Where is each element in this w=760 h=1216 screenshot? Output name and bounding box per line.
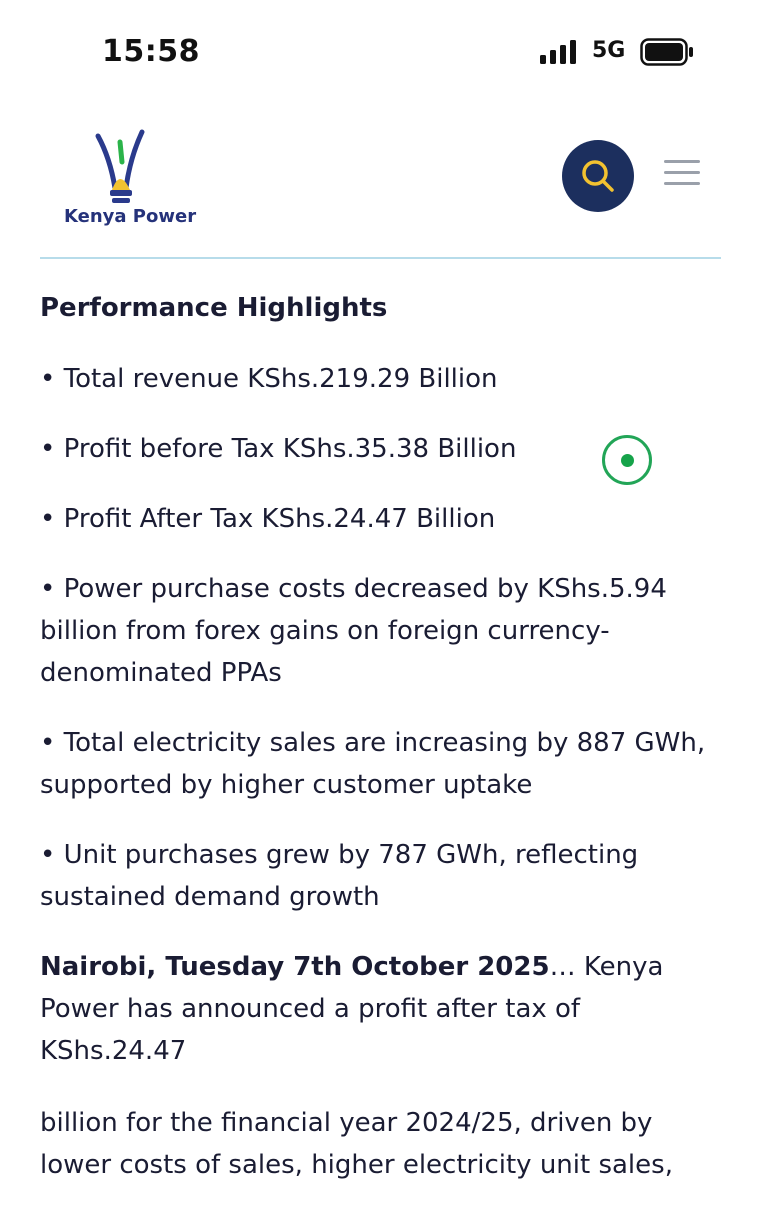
bullet-item: • Total electricity sales are increasing… [40,728,706,800]
bullet-item: • Total revenue KShs.219.29 Billion [40,364,498,394]
bullet-item: • Unit purchases grew by 787 GWh, reflec… [40,840,639,912]
status-bar: 15:58 5G [0,0,760,100]
screen-record-icon[interactable] [602,435,652,485]
status-time: 15:58 [102,34,200,69]
bullet-item: • Profit After Tax KShs.24.47 Billion [40,504,496,534]
record-dot [621,454,634,467]
dateline-text: … Kenya Power has announced a profit aft… [40,952,664,1066]
header-divider [40,257,721,259]
search-icon [582,160,614,192]
article-content: Performance Highlights • Total revenue K… [40,286,730,1216]
bullet-item: • Profit before Tax KShs.35.38 Billion [40,434,517,464]
logo-text: Kenya Power [64,206,197,227]
section-heading: Performance Highlights [40,293,388,323]
hamburger-menu-icon[interactable] [664,160,700,190]
dateline-paragraph: Nairobi, Tuesday 7th October 2025… Kenya… [40,946,730,1072]
battery-icon [640,38,693,66]
network-type: 5G [592,38,626,63]
body-paragraph: billion for the financial year 2024/25, … [40,1108,673,1180]
kenya-power-logo-icon[interactable] [60,128,182,230]
cellular-signal-icon [540,40,576,64]
bullet-item: • Power purchase costs decreased by KShs… [40,574,667,688]
dateline-bold: Nairobi, Tuesday 7th October 2025 [40,952,550,982]
menu-line [664,182,700,185]
search-button[interactable] [562,140,634,212]
menu-line [664,160,700,163]
menu-line [664,171,700,174]
